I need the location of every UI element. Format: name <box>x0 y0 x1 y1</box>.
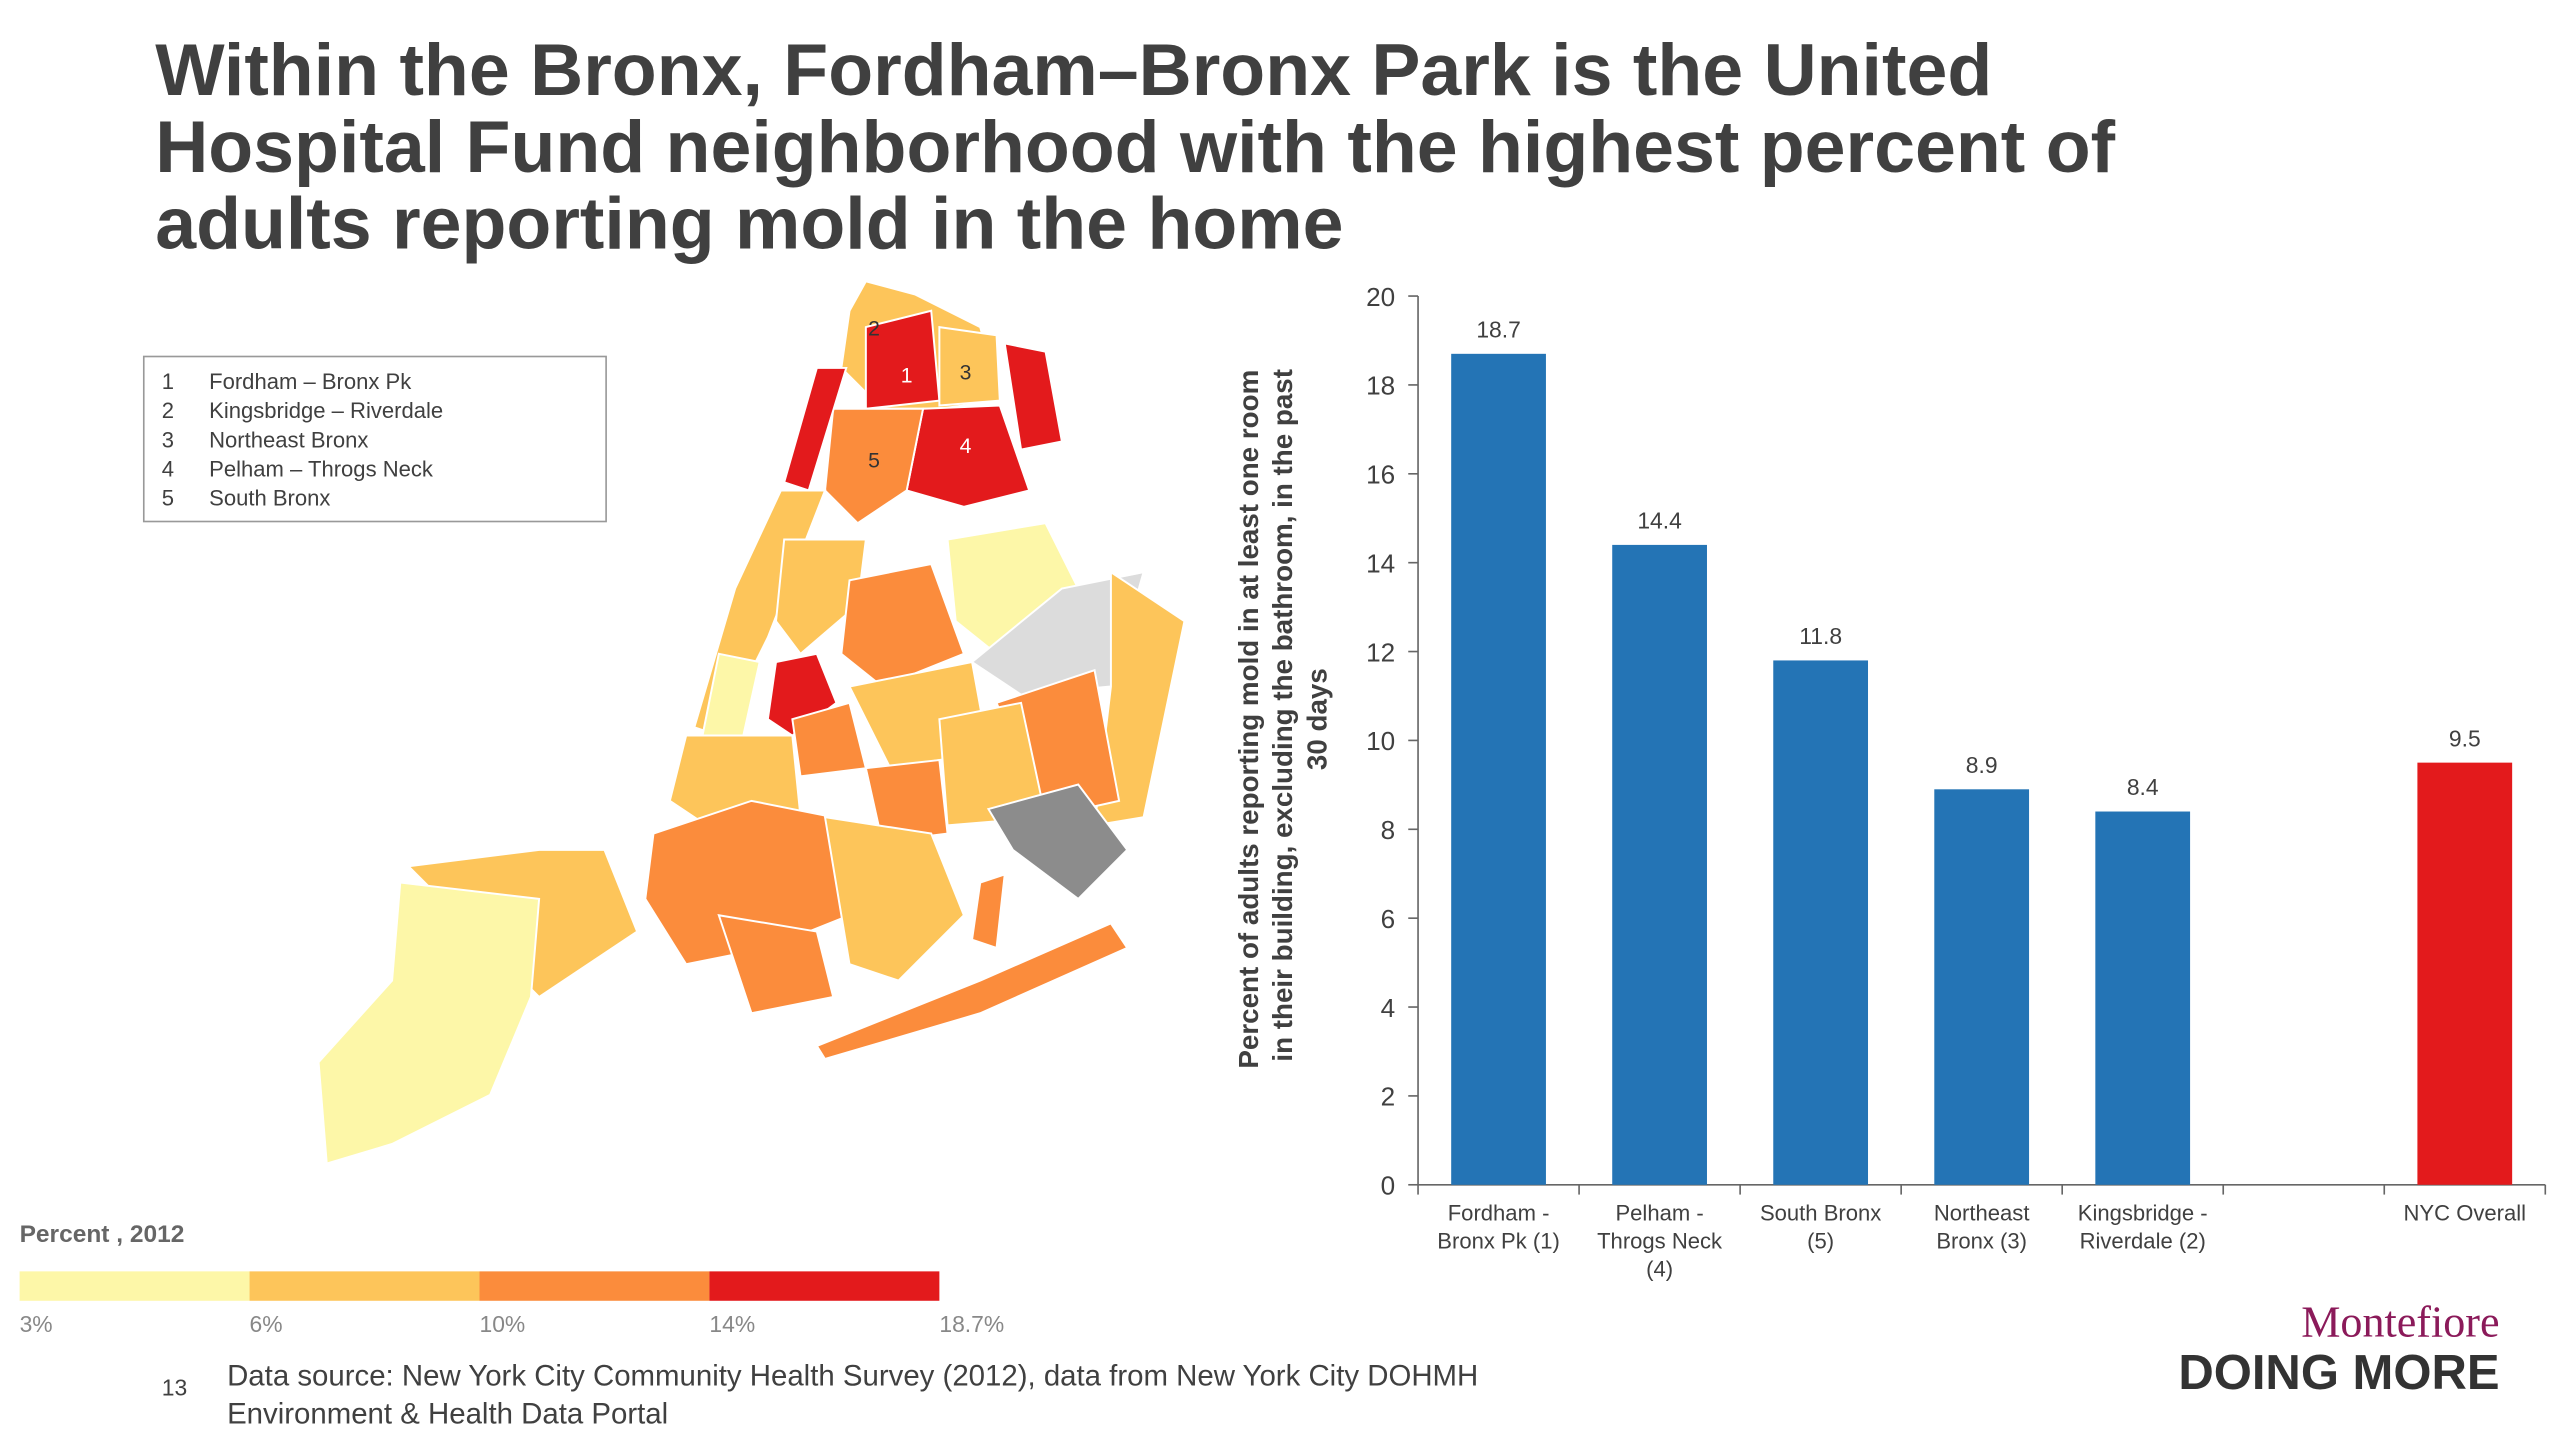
bar <box>2095 811 2191 1185</box>
map-legend-text: Kingsbridge – Riverdale <box>209 398 443 423</box>
data-label: 14.4 <box>1637 508 1682 534</box>
y-tick-label: 4 <box>1381 993 1396 1023</box>
map-legend-number: 5 <box>162 485 174 510</box>
map-label: 5 <box>868 450 880 473</box>
map-legend-text: Pelham – Throgs Neck <box>209 456 434 481</box>
y-tick-label: 10 <box>1366 726 1395 756</box>
x-tick-label: Pelham -Throgs Neck (4) <box>1597 1201 1723 1282</box>
y-tick-label: 16 <box>1366 460 1395 490</box>
x-tick-label: NYC Overall <box>2404 1201 2527 1226</box>
data-label: 8.9 <box>1966 752 1998 778</box>
y-tick-label: 18 <box>1366 371 1395 401</box>
map-label: 1 <box>901 365 913 388</box>
y-tick-label: 12 <box>1366 637 1395 667</box>
color-scale-label: 18.7% <box>939 1311 1004 1337</box>
map-region <box>1003 342 1064 451</box>
color-scale-label: 14% <box>709 1311 755 1337</box>
bar <box>1612 544 1707 1185</box>
map-region <box>774 538 867 656</box>
map-label: 4 <box>960 435 972 458</box>
map-region <box>823 407 925 525</box>
y-tick-label: 2 <box>1381 1082 1396 1112</box>
map <box>317 280 1186 1165</box>
color-scale-segment <box>19 1271 250 1301</box>
y-tick-label: 8 <box>1381 815 1396 845</box>
bar <box>1451 353 1546 1185</box>
data-label: 18.7 <box>1476 316 1521 342</box>
x-tick-label: Kingsbridge -Riverdale (2) <box>2078 1201 2208 1254</box>
data-label: 11.8 <box>1799 623 1842 649</box>
map-region <box>317 881 541 1165</box>
map-region <box>986 783 1129 901</box>
color-scale-title: Percent , 2012 <box>20 1221 185 1248</box>
map-legend-text: South Bronx <box>209 485 330 510</box>
logo-top: Montefiore <box>2301 1298 2499 1347</box>
map-legend-box <box>142 355 607 523</box>
color-scale-segment <box>479 1271 710 1301</box>
color-scale-label: 10% <box>479 1311 525 1337</box>
data-label: 9.5 <box>2449 725 2481 751</box>
y-axis-label: Percent of adults reporting mold in at l… <box>1233 369 1333 1069</box>
map-legend-number: 1 <box>162 369 174 394</box>
y-tick-label: 14 <box>1366 548 1395 578</box>
bar <box>1773 660 1869 1185</box>
map-region <box>840 562 966 688</box>
color-scale-label: 6% <box>250 1311 283 1337</box>
bar <box>1934 789 2030 1185</box>
y-tick-label: 0 <box>1381 1171 1396 1201</box>
map-region <box>823 816 966 982</box>
color-scale-segment <box>709 1271 940 1301</box>
color-scale-segment <box>249 1271 480 1301</box>
map-label: 3 <box>960 361 972 384</box>
y-tick-label: 20 <box>1366 282 1395 312</box>
page-number: 13 <box>162 1375 187 1401</box>
map-legend-number: 3 <box>162 427 174 452</box>
map-label: 2 <box>868 317 880 340</box>
map-region <box>970 872 1006 950</box>
map-legend-number: 2 <box>162 398 174 423</box>
map-legend-number: 4 <box>162 456 174 481</box>
map-region <box>815 922 1129 1061</box>
data-label: 8.4 <box>2127 774 2159 800</box>
map-region <box>938 325 1001 407</box>
chart-title: Within the Bronx, Fordham–Bronx Park is … <box>155 28 2115 265</box>
logo-bottom: DOING MORE <box>2178 1346 2499 1400</box>
map-region <box>864 758 949 843</box>
x-tick-label: Northeast Bronx (3) <box>1934 1201 2030 1254</box>
map-region <box>1093 570 1186 827</box>
map-legend-text: Fordham – Bronx Pk <box>209 369 412 394</box>
y-tick-label: 6 <box>1381 904 1396 934</box>
color-scale-label: 3% <box>20 1311 53 1337</box>
map-region <box>701 652 761 737</box>
bar <box>2417 762 2513 1185</box>
source-note: Data source: New York City Community Hea… <box>227 1360 1478 1431</box>
map-region <box>717 913 835 1015</box>
x-tick-label: South Bronx (5) <box>1760 1201 1881 1254</box>
map-legend-text: Northeast Bronx <box>209 427 368 452</box>
x-tick-label: Fordham -Bronx Pk (1) <box>1437 1201 1560 1254</box>
